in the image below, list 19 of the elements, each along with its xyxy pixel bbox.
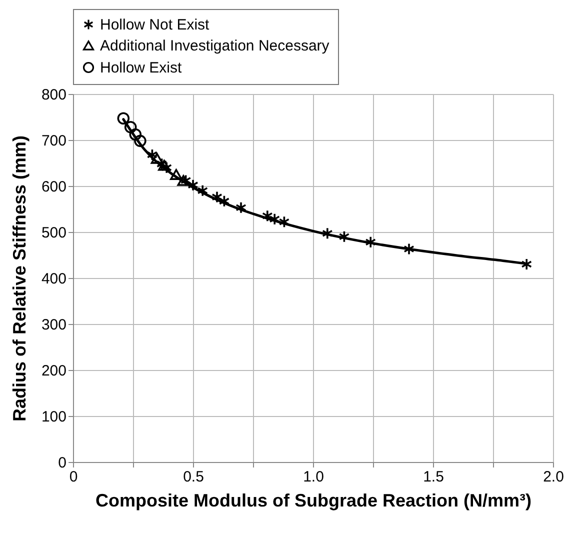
y-tick-label: 600 (41, 178, 66, 196)
legend-label: Hollow Not Exist (100, 16, 210, 34)
x-tick-label: 1.0 (303, 468, 324, 486)
y-tick-label: 700 (41, 132, 66, 150)
x-tick-label: 1.5 (423, 468, 444, 486)
x-axis-title: Composite Modulus of Subgrade Reaction (N/mm³) (95, 490, 532, 510)
y-axis-title: Radius of Relative Stiffness (mm) (9, 135, 30, 422)
y-tick-label: 0 (58, 454, 66, 472)
y-tick-label: 300 (41, 316, 66, 334)
y-tick-label: 400 (41, 270, 66, 288)
x-tick-label: 0 (69, 468, 78, 486)
legend-label: Additional Investigation Necessary (100, 38, 330, 54)
y-tick-label: 200 (41, 362, 66, 380)
y-tick-label: 500 (41, 224, 66, 242)
y-tick-label: 800 (41, 86, 66, 104)
legend-label: Hollow Exist (100, 60, 183, 76)
x-tick-label: 2.0 (543, 468, 564, 486)
x-tick-label: 0.5 (183, 468, 204, 486)
y-tick-label: 100 (41, 408, 66, 426)
